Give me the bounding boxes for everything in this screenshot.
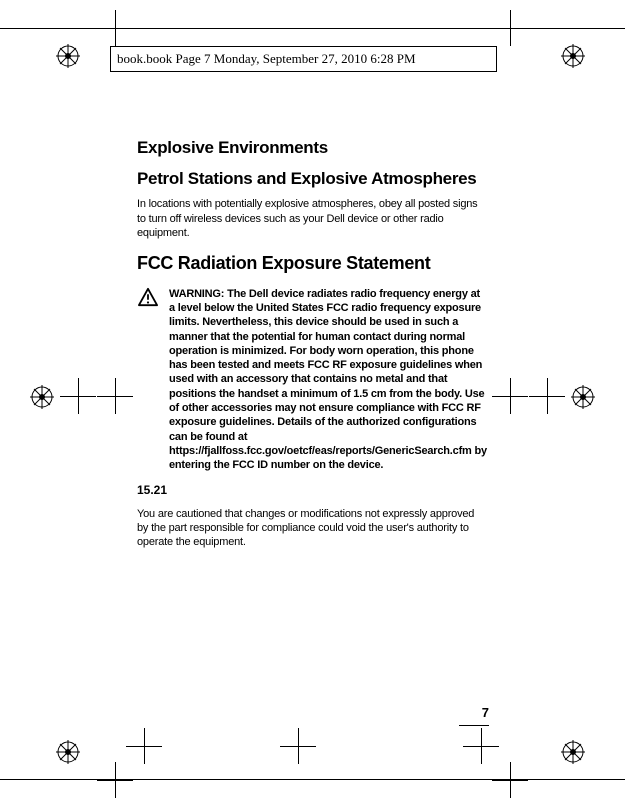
warning-block: WARNING: The Dell device radiates radio … bbox=[137, 287, 487, 473]
crop-line-bottom bbox=[0, 779, 625, 780]
page: book.book Page 7 Monday, September 27, 2… bbox=[0, 0, 625, 808]
crop-mark-icon bbox=[463, 728, 499, 764]
crop-mark-icon bbox=[492, 378, 528, 414]
page-number: 7 bbox=[482, 705, 489, 720]
registration-mark-icon bbox=[571, 385, 595, 409]
crop-mark-icon bbox=[60, 378, 96, 414]
registration-mark-icon bbox=[561, 740, 585, 764]
crop-mark-icon bbox=[126, 728, 162, 764]
heading-fcc-statement: FCC Radiation Exposure Statement bbox=[137, 252, 487, 275]
heading-petrol-stations: Petrol Stations and Explosive Atmosphere… bbox=[137, 168, 487, 189]
header-meta-box: book.book Page 7 Monday, September 27, 2… bbox=[110, 46, 497, 72]
crop-line-top bbox=[0, 28, 625, 29]
heading-explosive-environments: Explosive Environments bbox=[137, 138, 487, 158]
registration-mark-icon bbox=[56, 44, 80, 68]
crop-mark-icon bbox=[492, 10, 528, 46]
page-number-rule bbox=[459, 725, 489, 726]
warning-text: WARNING: The Dell device radiates radio … bbox=[169, 287, 487, 473]
registration-mark-icon bbox=[561, 44, 585, 68]
section-number: 15.21 bbox=[137, 483, 487, 497]
paragraph-caution: You are cautioned that changes or modifi… bbox=[137, 507, 487, 550]
crop-mark-icon bbox=[97, 762, 133, 798]
crop-mark-icon bbox=[280, 728, 316, 764]
document-content: Explosive Environments Petrol Stations a… bbox=[137, 138, 487, 561]
crop-mark-icon bbox=[97, 378, 133, 414]
warning-icon bbox=[137, 287, 163, 312]
crop-mark-icon bbox=[97, 10, 133, 46]
warning-body: The Dell device radiates radio frequency… bbox=[169, 288, 487, 472]
crop-mark-icon bbox=[492, 762, 528, 798]
paragraph-explosive: In locations with potentially explosive … bbox=[137, 197, 487, 240]
crop-mark-icon bbox=[529, 378, 565, 414]
registration-mark-icon bbox=[30, 385, 54, 409]
warning-label: WARNING: bbox=[169, 288, 224, 300]
registration-mark-icon bbox=[56, 740, 80, 764]
header-meta-text: book.book Page 7 Monday, September 27, 2… bbox=[117, 51, 416, 66]
